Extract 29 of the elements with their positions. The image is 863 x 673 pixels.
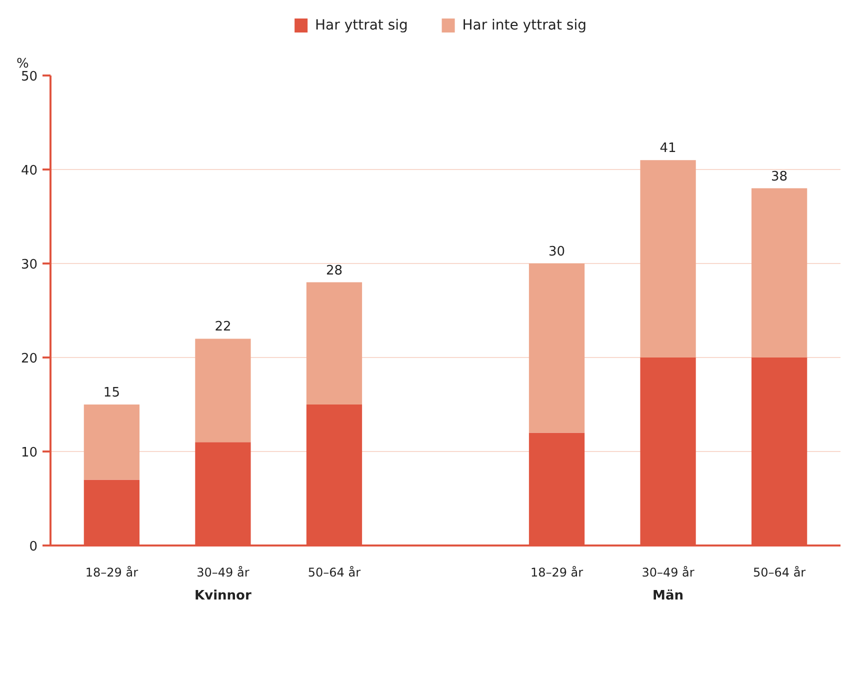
total-label: 15: [103, 386, 120, 400]
total-label: 22: [214, 320, 232, 335]
bar: [528, 264, 585, 433]
bar: [195, 338, 251, 442]
y-axis-title: %: [16, 56, 29, 72]
total-label: 30: [548, 244, 566, 260]
x-tick-label: 50–64 år: [308, 566, 361, 580]
text: Kvinnor: [194, 588, 252, 604]
x-tick-label: 30–49 år: [642, 566, 694, 580]
total-label: 38: [771, 169, 788, 184]
legend-label: Har yttrat sig: [315, 18, 408, 34]
y-tick-label: 0: [29, 540, 38, 554]
total-label: 28: [326, 263, 343, 278]
y-tick-label: 10: [20, 446, 38, 460]
y-tick-label: 20: [20, 352, 38, 366]
y-tick-label: 50: [20, 70, 38, 84]
text: Män: [652, 588, 684, 604]
y-tick-label: 40: [20, 164, 38, 178]
bar: [306, 282, 362, 404]
total-label: 41: [660, 141, 676, 156]
bar: [751, 188, 808, 358]
bar: [640, 160, 696, 358]
y-tick-label: 30: [20, 258, 38, 272]
x-tick-label: 50–64 år: [752, 566, 806, 580]
x-tick-label: 30–49 år: [196, 566, 250, 580]
x-tick-label: 18–29 år: [530, 566, 584, 580]
x-tick-label: 18–29 år: [85, 566, 138, 580]
bar: [84, 404, 140, 480]
legend-label: Har inte yttrat sig: [462, 18, 586, 34]
